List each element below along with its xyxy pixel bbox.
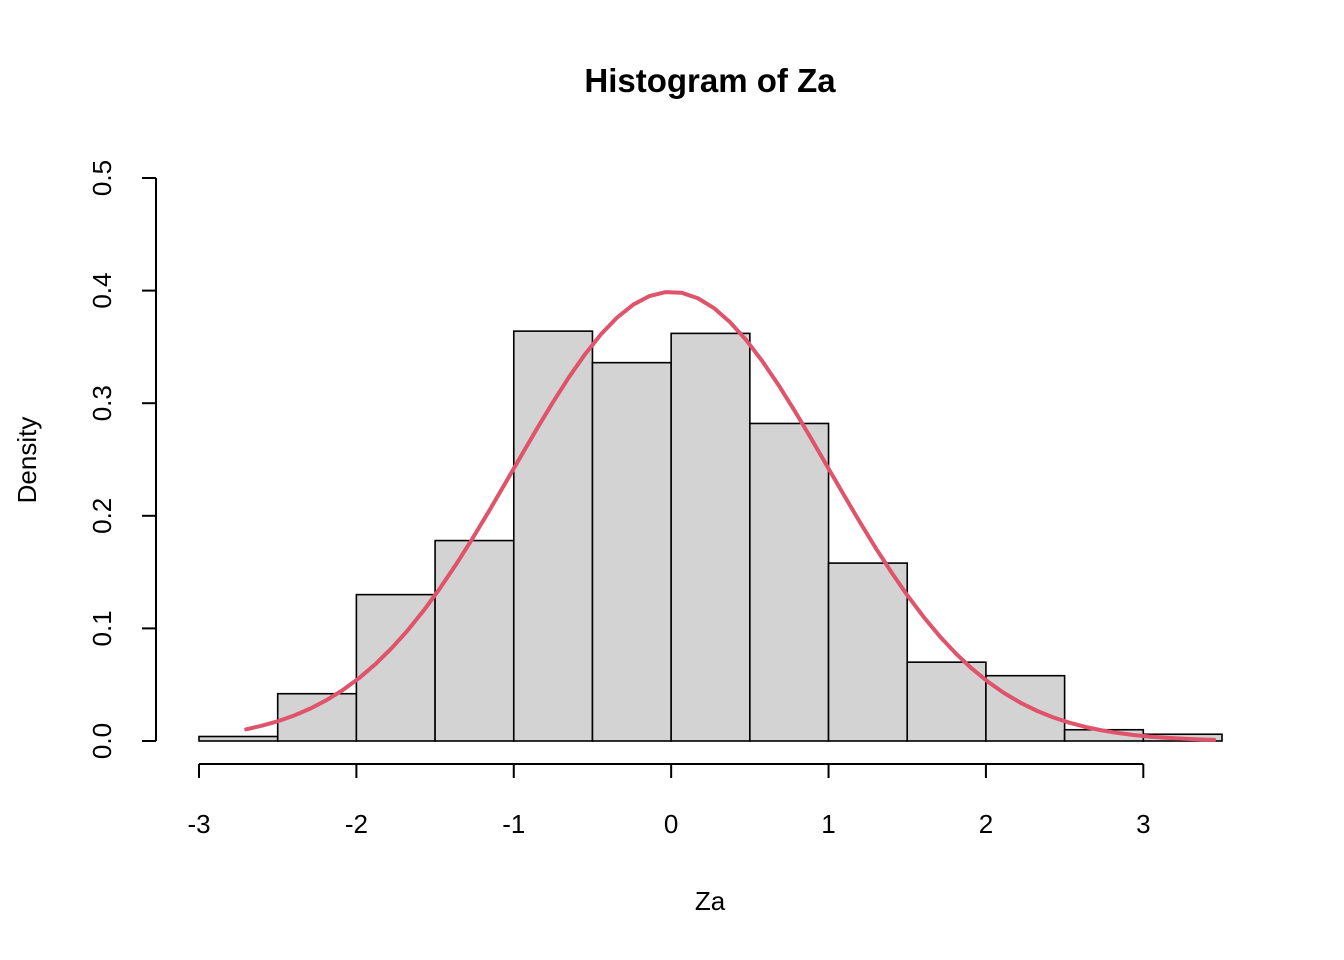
- x-axis: -3 -2 -1 0 1 2 3: [187, 763, 1151, 839]
- histogram-bar: [512, 330, 594, 742]
- histogram-bar: [198, 735, 279, 742]
- histogram-bar: [906, 661, 987, 742]
- x-tick-label: 0: [664, 809, 678, 839]
- y-tick-label: 0.2: [87, 498, 117, 534]
- x-tick-label: 1: [821, 809, 835, 839]
- histogram-bar: [591, 361, 672, 742]
- y-tick-label: 0.4: [87, 273, 117, 309]
- y-tick-label: 0.1: [87, 610, 117, 646]
- y-tick-label: 0.5: [87, 160, 117, 196]
- y-axis-label: Density: [12, 417, 42, 504]
- histogram-bar: [434, 539, 515, 742]
- y-tick-label: 0.3: [87, 385, 117, 421]
- y-tick-label: 0.0: [87, 723, 117, 759]
- histogram-bar: [670, 332, 751, 742]
- x-tick-label: 2: [979, 809, 993, 839]
- x-tick-label: -1: [502, 809, 525, 839]
- x-tick-label: 3: [1136, 809, 1150, 839]
- histogram-bar: [985, 674, 1066, 742]
- y-axis: 0.0 0.1 0.2 0.3 0.4 0.5: [87, 160, 157, 759]
- normal-density-curve: [244, 290, 1217, 742]
- histogram-bar: [827, 562, 909, 742]
- chart-title: Histogram of Za: [584, 62, 836, 99]
- histogram-bars: [198, 330, 1223, 742]
- x-tick-label: -2: [345, 809, 368, 839]
- histogram-bar: [749, 422, 830, 742]
- x-tick-label: -3: [187, 809, 210, 839]
- x-axis-label: Za: [695, 886, 726, 916]
